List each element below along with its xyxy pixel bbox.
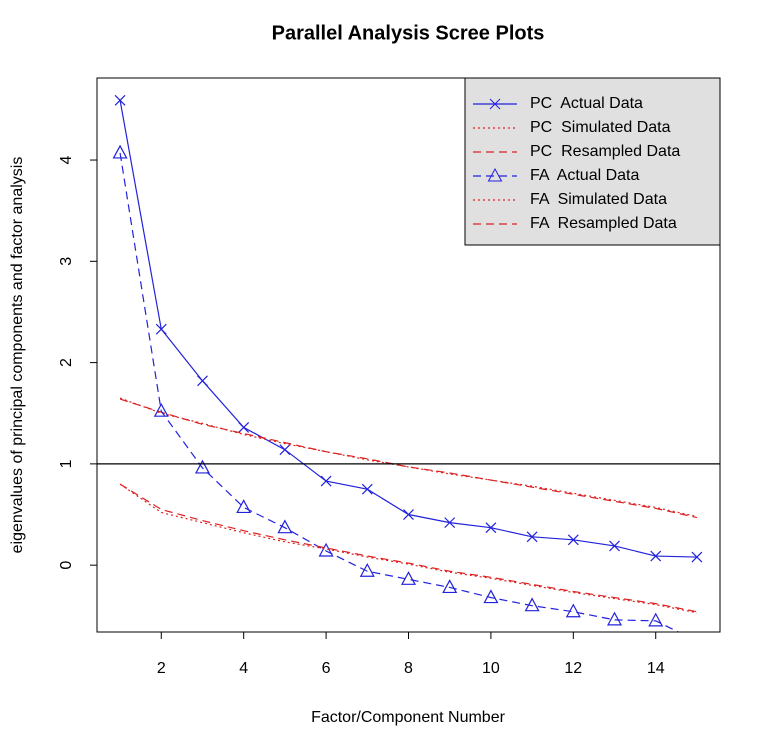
point-marker bbox=[444, 517, 456, 529]
point-marker bbox=[526, 531, 538, 543]
x-tick-label: 6 bbox=[322, 660, 331, 677]
point-marker bbox=[197, 375, 208, 387]
series-line bbox=[119, 397, 698, 518]
point-marker bbox=[194, 459, 210, 474]
x-tick-label: 10 bbox=[482, 660, 500, 677]
legend-marker bbox=[489, 98, 501, 110]
legend-box bbox=[464, 77, 721, 246]
point-marker bbox=[607, 611, 623, 626]
point-marker bbox=[483, 589, 499, 604]
point-marker bbox=[524, 597, 540, 612]
legend-label: PC Resampled Data bbox=[530, 143, 680, 160]
point-marker bbox=[318, 542, 334, 557]
point-marker bbox=[691, 551, 703, 563]
legend-label: FA Resampled Data bbox=[530, 215, 677, 232]
point-marker bbox=[277, 519, 293, 534]
x-tick-label: 12 bbox=[564, 660, 582, 677]
point-marker bbox=[112, 144, 128, 159]
point-marker bbox=[359, 562, 375, 577]
legend-label: FA Simulated Data bbox=[530, 191, 667, 208]
point-marker bbox=[609, 540, 620, 552]
point-marker bbox=[236, 499, 252, 514]
plot-area bbox=[112, 94, 703, 646]
point-marker bbox=[361, 483, 373, 495]
point-marker bbox=[567, 534, 579, 546]
y-tick-label: 0 bbox=[58, 561, 75, 570]
legend-label: PC Actual Data bbox=[530, 95, 643, 112]
x-tick-label: 14 bbox=[647, 660, 665, 677]
point-marker bbox=[485, 522, 497, 534]
legend-marker bbox=[487, 167, 503, 182]
point-marker bbox=[565, 603, 581, 618]
legend-label: PC Simulated Data bbox=[530, 119, 671, 136]
point-marker bbox=[320, 475, 332, 487]
series-line bbox=[119, 483, 698, 614]
point-marker bbox=[114, 94, 126, 106]
point-marker bbox=[238, 421, 250, 433]
y-tick-label: 4 bbox=[58, 155, 75, 164]
point-marker bbox=[400, 571, 417, 585]
point-marker bbox=[153, 402, 169, 417]
y-axis-label: eigenvalues of principal components and … bbox=[9, 157, 26, 554]
point-marker bbox=[648, 612, 664, 627]
point-marker bbox=[690, 634, 703, 646]
y-tick-label: 3 bbox=[58, 257, 75, 266]
point-marker bbox=[403, 509, 414, 520]
y-tick-label: 1 bbox=[58, 459, 75, 468]
point-marker bbox=[442, 579, 458, 594]
legend-label: FA Actual Data bbox=[530, 167, 640, 184]
y-tick-label: 2 bbox=[58, 358, 75, 367]
x-tick-label: 4 bbox=[239, 660, 248, 677]
point-marker bbox=[650, 550, 662, 562]
series-line bbox=[119, 483, 698, 613]
point-marker bbox=[279, 444, 291, 456]
chart-title: Parallel Analysis Scree Plots bbox=[272, 22, 545, 44]
x-axis-label: Factor/Component Number bbox=[311, 709, 506, 726]
x-tick-label: 8 bbox=[404, 660, 413, 677]
x-tick-label: 2 bbox=[157, 660, 166, 677]
point-marker bbox=[155, 323, 167, 335]
